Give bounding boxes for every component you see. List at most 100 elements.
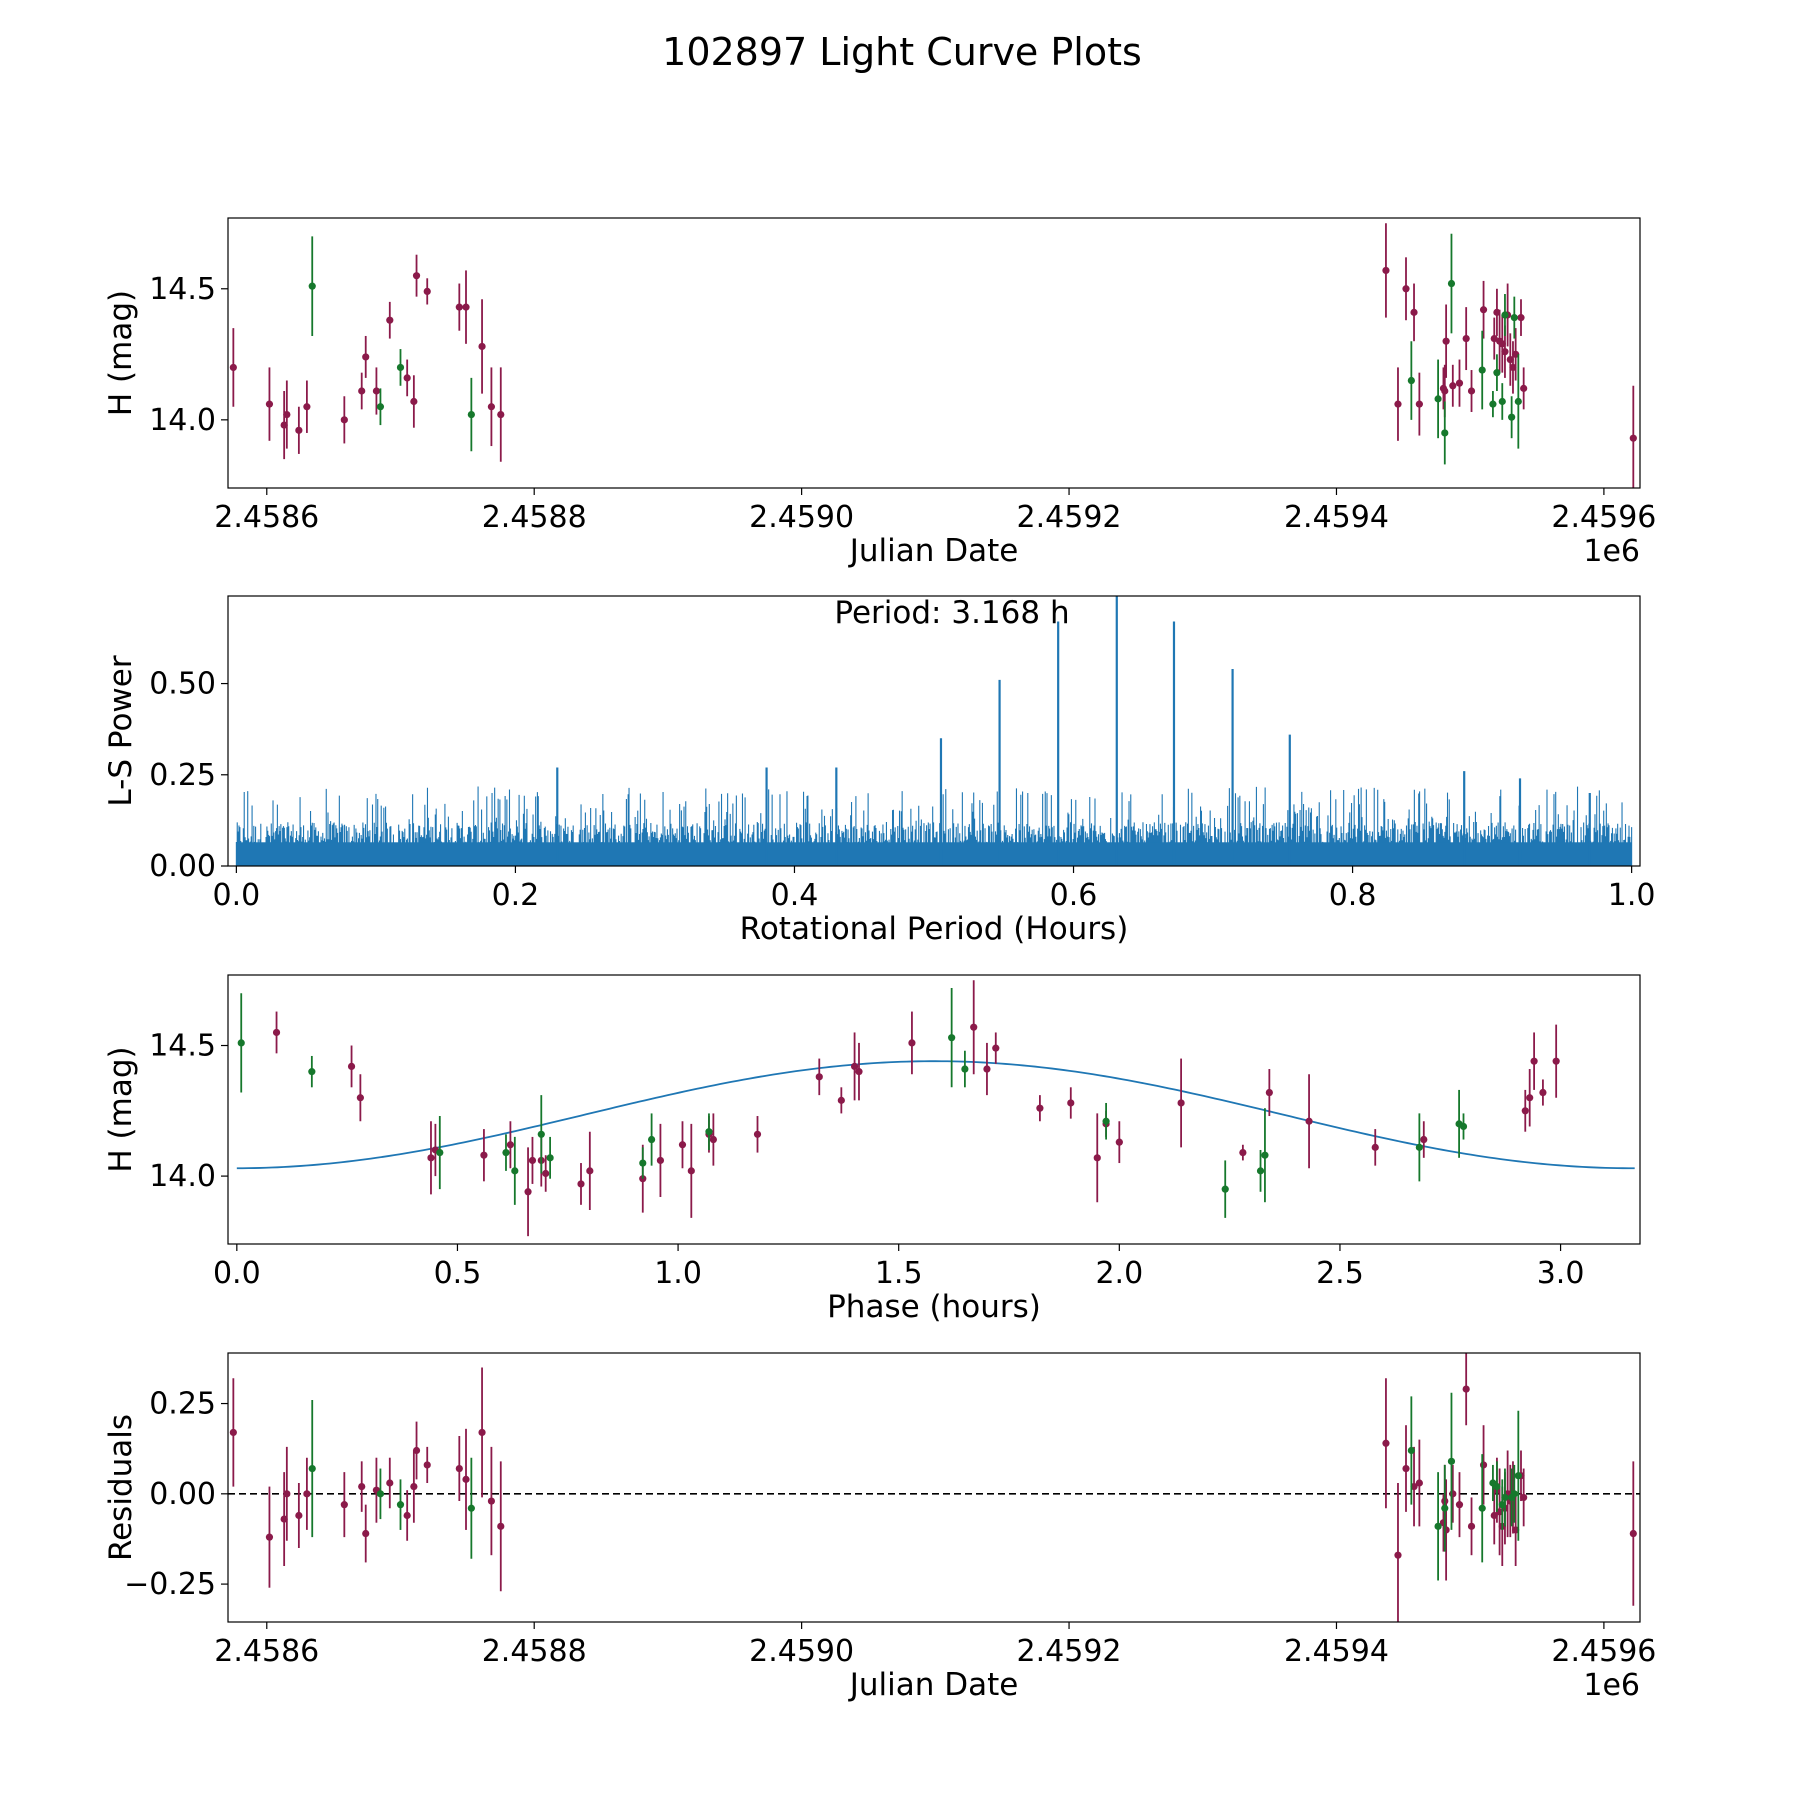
x-tick-label: 2.4588 bbox=[482, 1634, 587, 1669]
y-axis-label: H (mag) bbox=[103, 1046, 139, 1172]
data-point bbox=[855, 1068, 863, 1076]
data-point bbox=[1115, 1138, 1123, 1146]
data-point bbox=[992, 1044, 1000, 1052]
x-tick-label: 2.4594 bbox=[1284, 1634, 1389, 1669]
data-point bbox=[462, 303, 470, 311]
data-point bbox=[837, 1096, 845, 1104]
data-point bbox=[376, 403, 385, 411]
data-point bbox=[1498, 397, 1506, 406]
data-point bbox=[1382, 1439, 1390, 1447]
x-offset-label: 1e6 bbox=[1583, 534, 1640, 569]
x-tick-label: 3.0 bbox=[1537, 1256, 1585, 1291]
y-tick-label: 0.00 bbox=[149, 849, 216, 884]
data-point bbox=[1493, 369, 1501, 377]
data-point bbox=[1434, 1522, 1442, 1530]
data-point bbox=[1467, 387, 1476, 395]
data-point bbox=[423, 1461, 431, 1469]
data-point bbox=[1093, 1154, 1101, 1162]
x-axis-label: Julian Date bbox=[848, 533, 1019, 569]
data-point bbox=[815, 1073, 823, 1081]
data-point bbox=[283, 1490, 291, 1498]
data-point bbox=[455, 303, 463, 311]
data-point bbox=[356, 1094, 364, 1102]
data-point bbox=[1530, 1057, 1538, 1065]
x-tick-label: 2.4594 bbox=[1284, 500, 1389, 535]
axes-frame bbox=[227, 217, 1641, 489]
data-point bbox=[1478, 1504, 1486, 1512]
data-point bbox=[656, 1156, 665, 1165]
y-tick-label: 14.5 bbox=[149, 272, 216, 307]
data-point bbox=[1177, 1099, 1185, 1107]
data-point bbox=[983, 1065, 991, 1073]
data-point bbox=[358, 1482, 366, 1491]
data-point bbox=[1493, 1482, 1501, 1491]
data-point bbox=[1478, 366, 1486, 374]
data-point bbox=[1455, 379, 1464, 387]
data-point bbox=[1510, 1490, 1518, 1498]
y-tick-label: 0.25 bbox=[149, 1387, 216, 1422]
data-point bbox=[376, 1490, 385, 1498]
series-green bbox=[308, 233, 1522, 465]
data-point bbox=[427, 1154, 435, 1162]
plot-area-residuals bbox=[228, 1353, 1640, 1622]
data-point bbox=[462, 1475, 470, 1483]
data-point bbox=[577, 1180, 585, 1188]
x-tick-label: 1.0 bbox=[654, 1256, 702, 1291]
data-point bbox=[1441, 429, 1449, 437]
data-point bbox=[1462, 1385, 1470, 1393]
x-tick-label: 2.4586 bbox=[214, 500, 319, 535]
data-point bbox=[497, 411, 505, 419]
data-point bbox=[1036, 1104, 1044, 1112]
x-tick-label: 2.4590 bbox=[749, 500, 854, 535]
data-point bbox=[1459, 1122, 1468, 1131]
x-tick-label: 2.4592 bbox=[1017, 500, 1122, 535]
data-point bbox=[455, 1464, 463, 1473]
panel-residuals: 2.4586 2.4588 2.4590 2.4592 2.4594 2.4596 0.25… bbox=[103, 1352, 1656, 1703]
plot-area-periodogram bbox=[235, 596, 1633, 866]
data-point bbox=[386, 1479, 394, 1487]
data-point bbox=[1521, 1107, 1529, 1115]
panels-group: 2.4586 2.4588 2.4590 2.4592 2.4594 2.4596 14.0… bbox=[103, 217, 1656, 1703]
y-tick-label: 14.0 bbox=[149, 403, 216, 438]
data-point bbox=[308, 282, 316, 290]
plot-area-phased bbox=[236, 980, 1635, 1237]
x-tick-label: 2.5 bbox=[1316, 1256, 1364, 1291]
data-point bbox=[1265, 1088, 1273, 1097]
x-tick-label: 0.6 bbox=[1050, 878, 1098, 913]
axes-frame bbox=[227, 1352, 1641, 1623]
data-point bbox=[1539, 1088, 1547, 1097]
data-point bbox=[586, 1167, 594, 1175]
data-point bbox=[487, 403, 496, 411]
data-point bbox=[1526, 1094, 1534, 1102]
y-tick-label: 14.5 bbox=[149, 1029, 216, 1064]
data-point bbox=[687, 1167, 695, 1175]
data-point bbox=[1447, 1457, 1456, 1465]
data-point bbox=[412, 272, 421, 280]
data-point bbox=[308, 1464, 316, 1473]
data-point bbox=[1305, 1117, 1313, 1125]
data-point bbox=[1467, 1522, 1476, 1530]
panel-phased: 0.0 0.5 1.0 1.5 2.0 2.5 3.0 14.0 14.5 Phase (hour… bbox=[103, 974, 1641, 1325]
panel-periodogram: 0.0 0.2 0.4 0.6 0.8 1.0 0.00 0.25 0.50 Rotational… bbox=[103, 595, 1655, 947]
data-point bbox=[1441, 387, 1449, 395]
x-tick-label: 0.4 bbox=[771, 878, 819, 913]
data-point bbox=[410, 1482, 418, 1491]
data-point bbox=[436, 1148, 444, 1157]
data-point bbox=[1441, 1504, 1449, 1512]
data-point bbox=[295, 1511, 303, 1520]
data-point bbox=[970, 1023, 978, 1031]
y-axis-label: H (mag) bbox=[103, 290, 139, 416]
x-tick-label: 0.5 bbox=[434, 1256, 482, 1291]
data-point bbox=[1514, 397, 1522, 406]
data-point bbox=[511, 1167, 519, 1175]
y-tick-label: 0.50 bbox=[149, 667, 216, 702]
data-point bbox=[1415, 1143, 1423, 1151]
data-point bbox=[396, 1501, 405, 1509]
data-point bbox=[1449, 1490, 1457, 1498]
data-point bbox=[1455, 1501, 1464, 1509]
data-point bbox=[546, 1154, 554, 1162]
data-point bbox=[487, 1497, 496, 1505]
data-point bbox=[283, 411, 291, 419]
x-tick-label: 2.4588 bbox=[482, 500, 587, 535]
